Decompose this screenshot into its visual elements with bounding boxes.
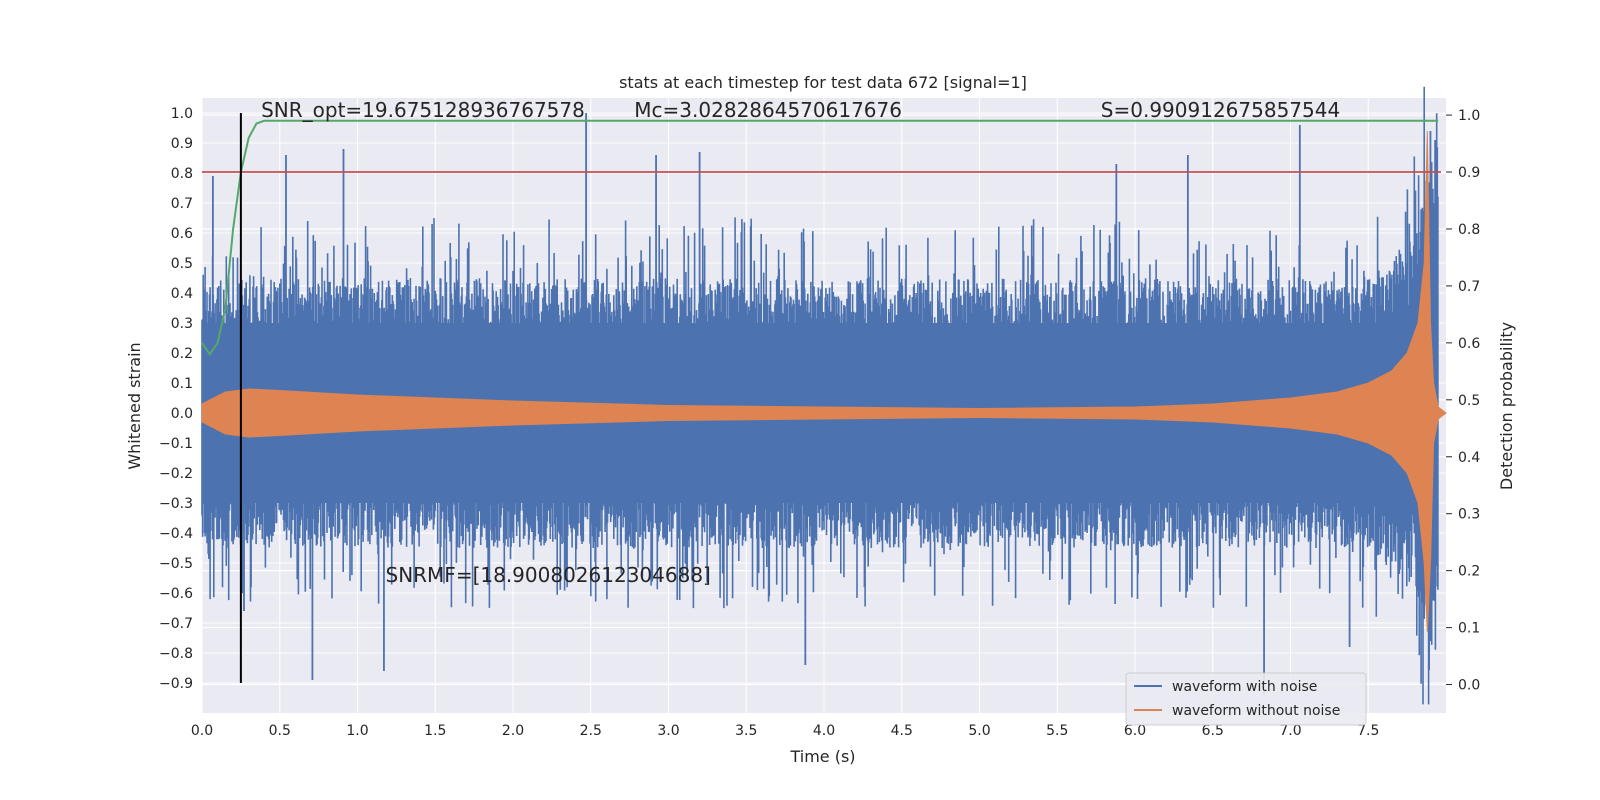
annotation-text: SNR_opt=19.675128936767578: [261, 98, 585, 122]
annotations: SNR_opt=19.675128936767578 Mc=3.028286457…: [261, 98, 1340, 587]
annotation-text: Mc=3.0282864570617676: [634, 98, 902, 122]
y-tick-label-left: 0.7: [171, 196, 193, 212]
y-tick-label-left: 0.4: [171, 286, 193, 302]
y-tick-label-left: 0.9: [171, 136, 193, 152]
y-tick-label-left: 0.6: [171, 226, 193, 242]
x-tick-label: 5.5: [1046, 723, 1068, 739]
x-tick-label: 5.0: [968, 723, 990, 739]
series-detection-probability: [201, 119, 1439, 357]
x-tick-label: 7.0: [1279, 723, 1301, 739]
x-axis-label: Time (s): [789, 747, 855, 766]
x-tick-label: 3.5: [735, 723, 757, 739]
y-tick-label-left: 0.1: [171, 376, 193, 392]
y-tick-label-left: −0.2: [159, 466, 193, 482]
y-tick-label-left: −0.9: [159, 676, 193, 692]
y-axis-label-right: Detection probability: [1497, 322, 1516, 490]
legend-label-noise: waveform with noise: [1172, 679, 1317, 695]
x-tick-label: 4.5: [891, 723, 913, 739]
y-tick-label-right: 0.6: [1458, 336, 1480, 352]
y-tick-label-left: −0.6: [159, 586, 193, 602]
x-tick-label: 7.5: [1357, 723, 1379, 739]
x-tick-label: 2.0: [502, 723, 524, 739]
y-tick-label-left: 1.0: [171, 106, 193, 122]
x-tick-label: 0.0: [191, 723, 213, 739]
y-tick-label-right: 0.5: [1458, 393, 1480, 409]
x-tick-label: 3.0: [657, 723, 679, 739]
y-tick-label-left: −0.3: [159, 496, 193, 512]
y-tick-label-left: −0.8: [159, 646, 193, 662]
y-tick-label-left: 0.5: [171, 256, 193, 272]
y-tick-label-right: 0.0: [1458, 678, 1480, 694]
y-tick-label-left: 0.0: [171, 406, 193, 422]
y-tick-label-left: 0.8: [171, 166, 193, 182]
annotation-text: S=0.990912675857544: [1101, 98, 1340, 122]
x-tick-label: 2.5: [580, 723, 602, 739]
y-tick-label-right: 0.2: [1458, 564, 1480, 580]
x-tick-label: 0.5: [269, 723, 291, 739]
x-tick-label: 1.5: [424, 723, 446, 739]
legend: waveform with noise waveform without noi…: [1125, 672, 1367, 726]
x-tick-label: 4.0: [813, 723, 835, 739]
y-tick-label-right: 0.9: [1458, 165, 1480, 181]
y-tick-label-left: 0.2: [171, 346, 193, 362]
tick-labels: 0.0 0.5 1.0 1.5 2.0 2.5 3.0 3.5 4.0 4.5 5.0 5.5 6.0 6…: [159, 106, 1480, 739]
legend-label-clean: waveform without noise: [1172, 703, 1340, 719]
y-tick-label-left: −0.1: [159, 436, 193, 452]
annotation-text: SNRMF=[18.900802612304688]: [386, 563, 711, 587]
y-tick-label-left: −0.4: [159, 526, 193, 542]
x-tick-label: 6.5: [1202, 723, 1224, 739]
legend-box: [1125, 672, 1367, 726]
x-tick-label: 6.0: [1124, 723, 1146, 739]
y-tick-label-left: 0.3: [171, 316, 193, 332]
y-tick-label-right: 1.0: [1458, 108, 1480, 124]
chart-title: stats at each timestep for test data 672…: [619, 73, 1027, 92]
series-layer: [201, 86, 1447, 705]
overlay-layer: [201, 113, 1441, 683]
y-axis-label-left: Whitened strain: [125, 342, 144, 469]
y-tick-label-right: 0.7: [1458, 279, 1480, 295]
y-tick-label-left: −0.7: [159, 616, 193, 632]
y-tick-label-right: 0.3: [1458, 507, 1480, 523]
y-tick-label-right: 0.4: [1458, 450, 1480, 466]
y-tick-label-left: −0.5: [159, 556, 193, 572]
x-tick-label: 1.0: [346, 723, 368, 739]
y-tick-label-right: 0.8: [1458, 222, 1480, 238]
y-tick-label-right: 0.1: [1458, 621, 1480, 637]
series-waveform-without-noise: [201, 130, 1447, 633]
